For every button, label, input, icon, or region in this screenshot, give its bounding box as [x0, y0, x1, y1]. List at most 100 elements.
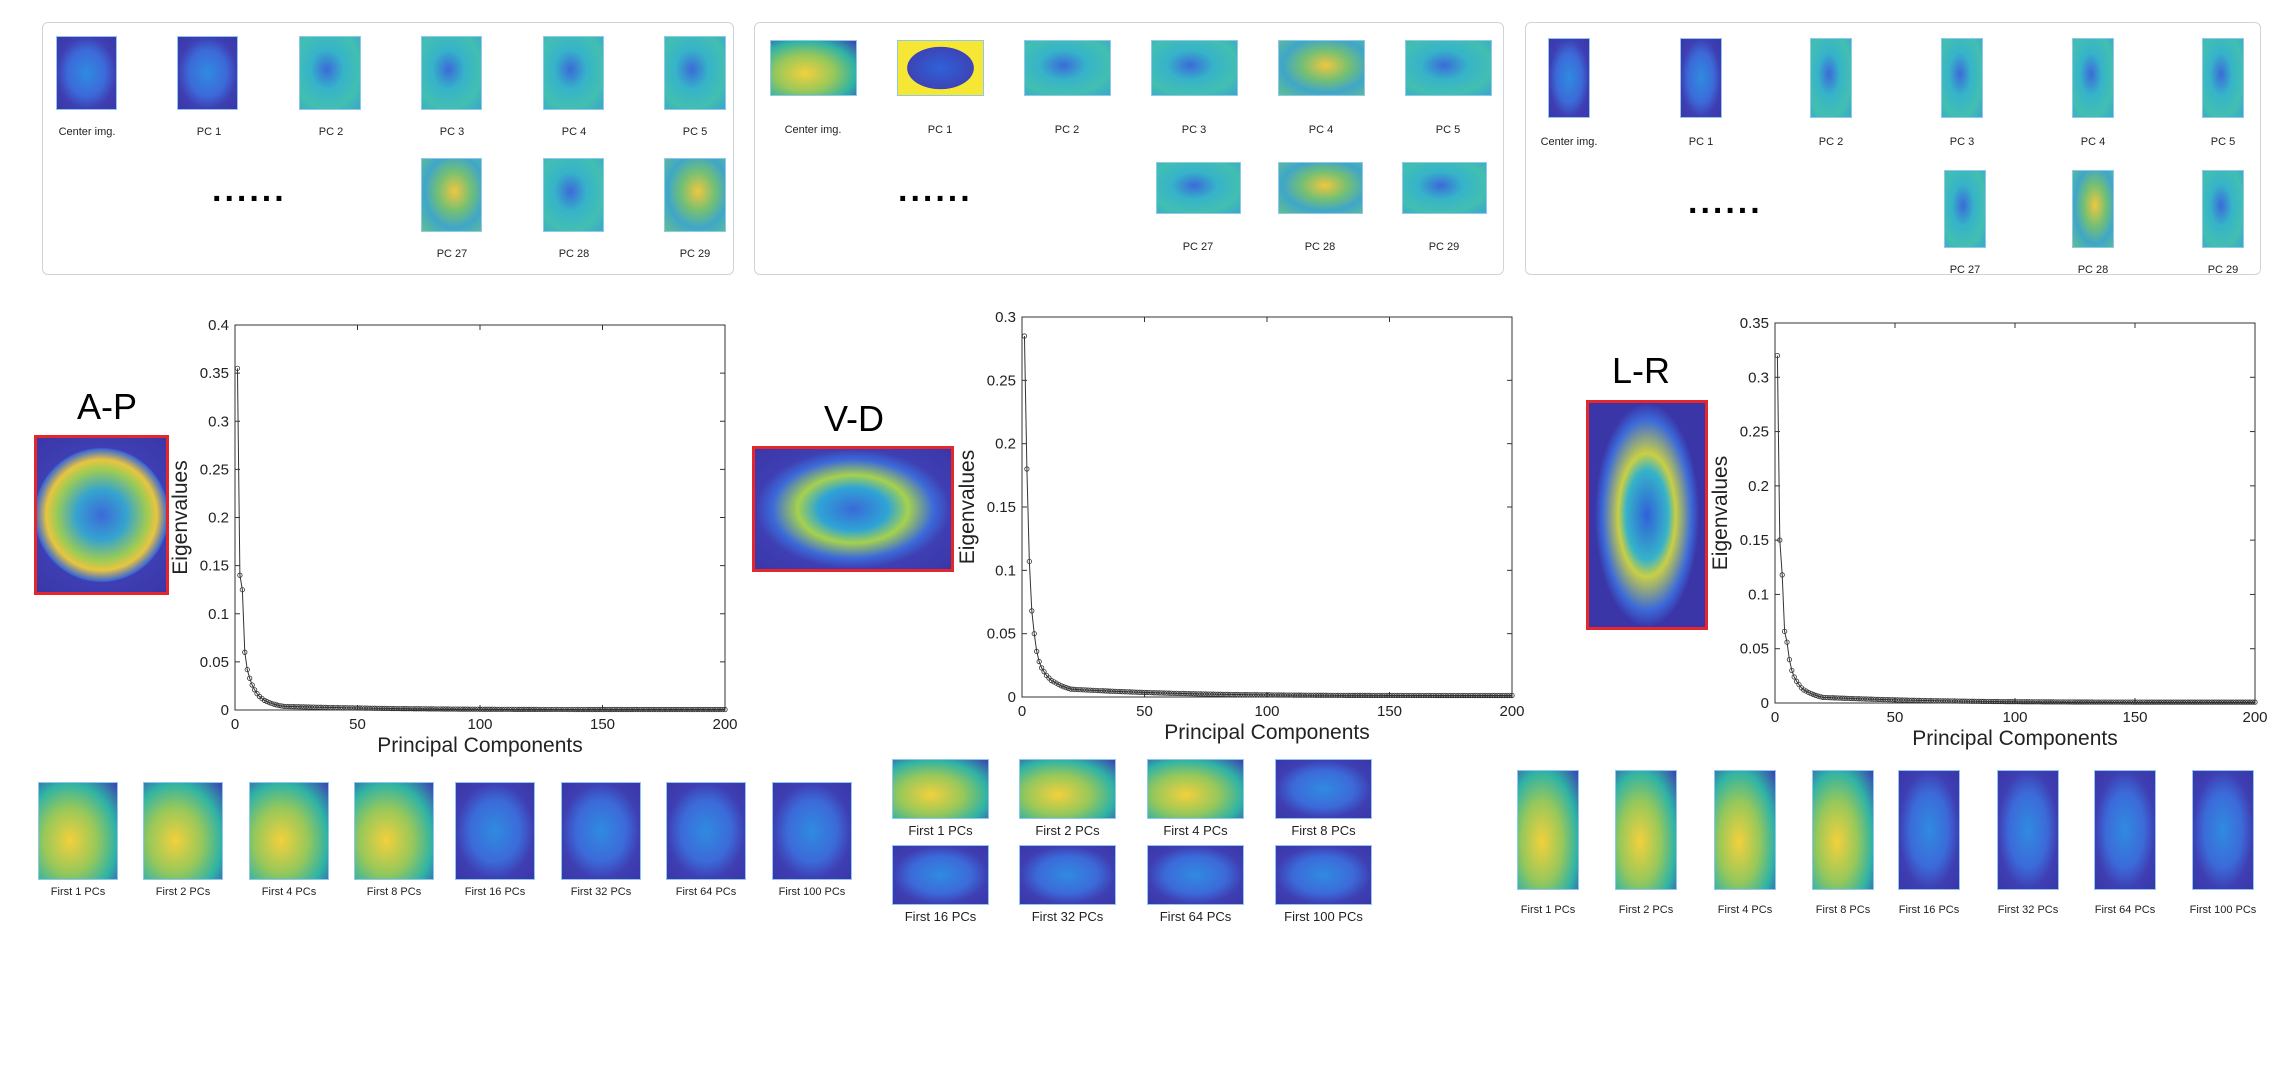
- eigenvalue-point: [1448, 692, 1454, 699]
- eigenvalue-point: [1506, 692, 1513, 699]
- y-axis-label: Eigenvalues: [956, 450, 979, 564]
- eigenvalue-point: [653, 706, 659, 713]
- reconstruction-image: [1615, 770, 1677, 890]
- eigenvalue-point: [1230, 691, 1236, 698]
- eigenvalue-point: [1122, 689, 1128, 695]
- eigenvalue-point: [1504, 692, 1510, 699]
- eigenvalue-point: [604, 706, 610, 713]
- eigenvalue-point: [1298, 692, 1304, 698]
- eigenvalue-point: [700, 706, 706, 713]
- y-tick-label: 0.05: [987, 626, 1016, 643]
- eigenvalue-point: [1342, 692, 1348, 698]
- y-tick-label: 0.15: [987, 499, 1016, 516]
- eigenvalue-point: [472, 706, 478, 712]
- eigenvalue-chart-lr: 0 0.05 0.1 0.15 0.2 0.25 0.3 0.35 0 50 100 150 200 Pr…: [1709, 315, 2268, 750]
- eigenvalue-point: [394, 705, 400, 712]
- ap-featured-image: [34, 435, 169, 595]
- eigenvalue-point: [1837, 695, 1843, 701]
- eigenvalue-point: [283, 703, 290, 710]
- eigenvalue-point: [1208, 691, 1214, 697]
- eigenvalue-point: [2074, 699, 2080, 705]
- eigenvalue-point: [2125, 699, 2131, 705]
- eigenvalue-point: [421, 706, 427, 712]
- eigenvalue-point: [335, 705, 341, 711]
- eigenvalue-point: [2036, 699, 2042, 705]
- eigenvalue-point: [634, 706, 640, 713]
- eigenvalue-point: [1095, 687, 1101, 694]
- eigenvalue-point: [617, 706, 623, 713]
- eigenvalue-point: [1296, 692, 1302, 698]
- eigenvalue-point: [1408, 692, 1415, 699]
- eigenvalue-point: [474, 706, 481, 712]
- eigenvalue-point: [2031, 699, 2037, 705]
- eigenvalue-point: [1350, 692, 1356, 698]
- eigenvalue-point: [1453, 692, 1459, 699]
- eigenvalue-point: [695, 706, 701, 713]
- eigenvalue-point: [1791, 674, 1797, 680]
- eigenvalue-point: [293, 704, 299, 710]
- eigenvalue-point: [1151, 690, 1157, 696]
- eigenvalue-point: [2045, 699, 2052, 705]
- eigenvalue-point: [1784, 639, 1790, 645]
- eigenvalue-point: [1494, 692, 1500, 699]
- ap-orientation-label: A-P: [76, 386, 137, 427]
- eigenvalue-point: [1863, 696, 1869, 702]
- eigenvalue-point: [1921, 697, 1927, 704]
- vd-top-label-0: Center img.: [784, 124, 842, 136]
- eigenvalue-point: [1237, 691, 1243, 698]
- eigenvalue-point: [487, 706, 493, 712]
- eigenvalue-point: [1985, 698, 1992, 705]
- eigenvalue-point: [1127, 689, 1133, 695]
- eigenvalue-point: [712, 706, 718, 713]
- eigenvalue-point: [2211, 699, 2217, 705]
- eigenvalue-point: [1092, 687, 1099, 694]
- eigenvalue-point: [1024, 466, 1030, 472]
- eigenvalue-point: [692, 706, 699, 713]
- eigenvalue-point: [1252, 692, 1258, 698]
- reconstruction-image: [1019, 845, 1116, 905]
- eigenvalue-point: [1369, 692, 1375, 699]
- eigenvalue-point: [1310, 692, 1317, 698]
- eigenvalue-point: [2149, 699, 2155, 705]
- eigenvalue-point: [541, 706, 547, 713]
- eigenvalue-point: [1794, 678, 1800, 684]
- eigenvalue-point: [2175, 699, 2181, 705]
- eigenvalue-point: [2110, 699, 2116, 705]
- eigenvalue-point: [504, 706, 510, 712]
- eigenvalue-point: [545, 706, 552, 713]
- eigenvalue-point: [523, 706, 530, 712]
- reconstruction-label: First 4 PCs: [261, 886, 317, 898]
- eigenvalue-point: [1440, 692, 1446, 699]
- eigenvalue-point: [496, 706, 503, 712]
- vd-top-label-1: PC 1: [927, 124, 953, 136]
- eigenvalue-point: [678, 706, 684, 713]
- eigenvalue-point: [445, 706, 451, 712]
- y-tick-label: 0.25: [987, 372, 1016, 389]
- eigenvalue-point: [1259, 692, 1265, 698]
- eigenvalue-point: [269, 700, 275, 707]
- eigenvalue-point: [2151, 699, 2157, 705]
- lr-bottom-label-1: PC 28: [2077, 264, 2109, 276]
- eigenvalue-point: [430, 706, 437, 712]
- eigenvalue-point: [1234, 691, 1241, 698]
- eigenvalue-point: [2113, 699, 2119, 705]
- plot-area: [1774, 322, 2256, 704]
- eigenvalue-point: [666, 706, 672, 713]
- eigenvalue-point: [1176, 690, 1182, 697]
- eigenvalue-point: [1193, 691, 1199, 697]
- eigenvalue-point: [707, 706, 713, 713]
- eigenvalue-point: [2024, 699, 2030, 705]
- eigenvalue-point: [1497, 692, 1503, 699]
- lr-top-label-3: PC 3: [1949, 136, 1975, 148]
- eigenvalue-point: [1438, 692, 1444, 699]
- eigenvalue-point: [1477, 692, 1483, 699]
- eigenvalue-point: [1171, 690, 1177, 696]
- reconstruction-label: First 16 PCs: [464, 886, 526, 898]
- eigenvalue-point: [2249, 699, 2256, 705]
- eigenvalue-point: [411, 706, 417, 712]
- eigenvalue-point: [1423, 692, 1429, 699]
- lr-featured-image: [1586, 400, 1708, 630]
- eigenvalue-point: [1124, 689, 1130, 695]
- eigenvalue-point: [570, 706, 576, 713]
- reconstruction-label: First 2 PCs: [1035, 823, 1100, 838]
